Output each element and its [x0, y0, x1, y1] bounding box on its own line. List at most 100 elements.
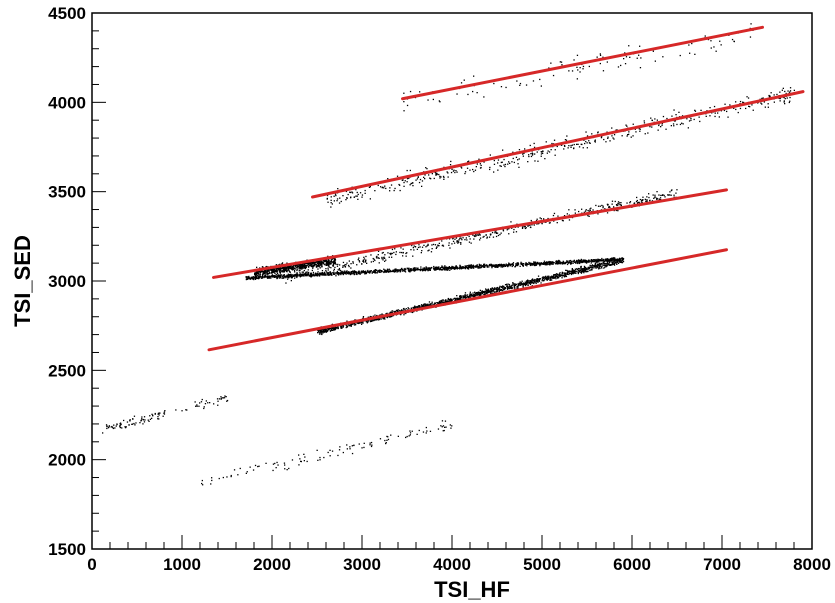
data-point: [498, 290, 501, 292]
data-point: [694, 109, 696, 111]
data-point: [376, 255, 378, 258]
data-point: [302, 273, 304, 275]
data-point: [793, 89, 795, 91]
data-point: [261, 270, 264, 273]
data-point: [473, 295, 476, 297]
data-point: [334, 259, 336, 261]
data-point: [383, 187, 385, 189]
data-point: [292, 275, 294, 277]
data-point: [660, 126, 662, 128]
data-point: [427, 244, 429, 246]
data-point: [694, 110, 697, 112]
data-point: [610, 259, 612, 262]
data-point: [533, 279, 535, 282]
data-point: [779, 91, 781, 93]
data-point: [399, 251, 401, 254]
data-point: [469, 293, 471, 295]
data-point: [336, 272, 338, 274]
data-point: [265, 276, 267, 278]
data-point: [584, 268, 586, 271]
data-point: [429, 269, 431, 271]
data-point: [369, 319, 372, 321]
data-point: [535, 264, 538, 266]
data-point: [447, 269, 449, 271]
data-point: [500, 263, 503, 265]
data-point: [519, 84, 521, 86]
data-point: [513, 161, 515, 164]
data-point: [580, 266, 582, 268]
data-point: [409, 90, 412, 93]
data-point: [333, 273, 335, 275]
data-point: [399, 310, 401, 312]
data-point: [507, 283, 509, 285]
data-point: [580, 258, 582, 261]
data-point: [258, 271, 261, 273]
data-point: [325, 263, 327, 265]
data-point: [473, 75, 475, 77]
data-point: [283, 271, 285, 273]
data-point: [363, 258, 366, 260]
data-point: [602, 261, 604, 264]
data-point: [334, 258, 336, 260]
data-point: [599, 62, 601, 65]
data-point: [299, 266, 301, 269]
data-point: [742, 101, 744, 103]
data-point: [464, 294, 466, 296]
data-point: [424, 267, 426, 269]
data-point: [428, 249, 430, 251]
data-point: [333, 261, 335, 263]
data-point: [506, 264, 508, 267]
data-point: [317, 271, 319, 273]
data-point: [431, 248, 433, 250]
data-point: [362, 317, 364, 319]
data-point: [549, 276, 551, 278]
data-point: [490, 290, 493, 293]
data-point: [549, 279, 551, 281]
data-point: [561, 277, 563, 279]
data-point: [439, 300, 441, 302]
data-point: [562, 275, 564, 277]
data-point: [639, 130, 641, 132]
data-point: [427, 250, 429, 252]
data-point: [573, 259, 575, 261]
data-point: [276, 271, 278, 273]
data-point: [577, 143, 579, 145]
data-point: [324, 329, 327, 331]
data-point: [565, 261, 567, 264]
data-point: [549, 222, 551, 224]
data-point: [506, 283, 508, 285]
data-point: [469, 169, 471, 171]
data-point: [472, 292, 474, 294]
data-point: [385, 187, 387, 190]
data-point: [426, 168, 428, 170]
data-point: [462, 266, 464, 269]
data-point: [474, 291, 476, 293]
data-point: [646, 200, 648, 202]
data-point: [616, 261, 618, 263]
data-point: [470, 267, 472, 269]
data-point: [558, 274, 561, 276]
data-point: [494, 232, 496, 234]
data-point: [455, 170, 457, 172]
data-point: [395, 270, 397, 272]
data-point: [699, 120, 701, 123]
data-point: [618, 260, 620, 262]
data-point: [620, 202, 622, 204]
data-point: [263, 275, 266, 277]
data-point: [304, 274, 307, 276]
data-point: [379, 269, 381, 271]
data-point: [538, 262, 540, 264]
data-point: [365, 270, 367, 272]
data-point: [335, 194, 337, 197]
data-point: [577, 260, 579, 263]
data-point: [552, 214, 555, 217]
data-point: [263, 270, 265, 272]
data-point: [279, 271, 282, 273]
data-point: [312, 262, 314, 265]
data-point: [415, 267, 417, 269]
data-point: [261, 277, 264, 279]
data-point: [304, 267, 307, 270]
data-point: [433, 268, 435, 270]
data-point: [547, 263, 550, 265]
data-point: [632, 135, 634, 137]
